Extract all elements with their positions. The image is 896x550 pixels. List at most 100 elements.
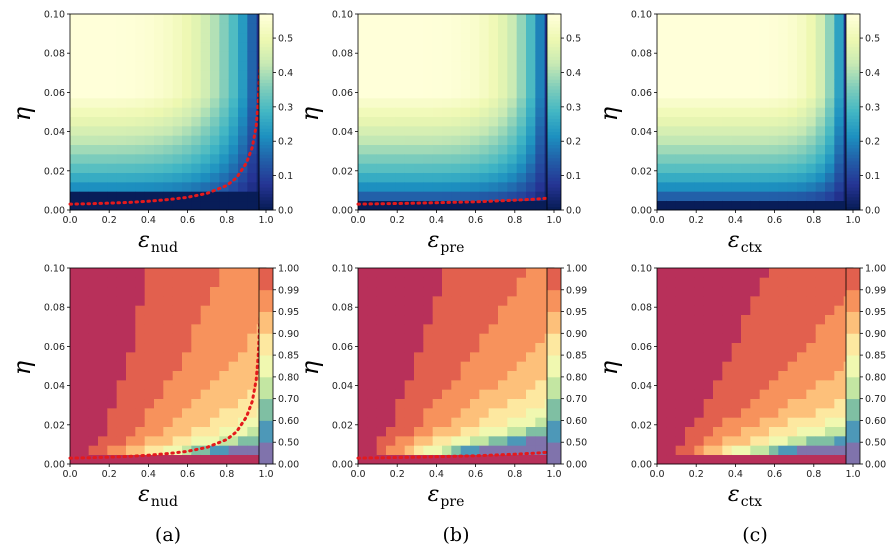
heatmap-cell [126, 88, 136, 99]
heatmap-cell [516, 305, 527, 316]
heatmap-cell [685, 436, 695, 446]
caption-a: (a) [155, 524, 181, 546]
heatmap-cell [825, 436, 835, 446]
heatmap-cell [191, 389, 202, 400]
heatmap-cell [685, 370, 695, 381]
heatmap-cell [163, 286, 174, 297]
heatmap-cell [825, 426, 835, 437]
heatmap-cell [442, 268, 452, 278]
heatmap-cell [367, 60, 378, 71]
heatmap-cell [657, 70, 667, 80]
heatmap-cell [98, 42, 108, 52]
heatmap-cell [460, 42, 471, 52]
heatmap-cell [395, 172, 406, 183]
heatmap-cell [722, 172, 733, 183]
heatmap-cell [507, 42, 518, 52]
heatmap-cell [713, 116, 723, 127]
heatmap-cell [815, 361, 826, 372]
heatmap-cell [386, 88, 396, 99]
heatmap-cell [432, 154, 443, 164]
heatmap-cell [703, 324, 714, 334]
heatmap-cell [731, 23, 742, 34]
heatmap-cell [200, 191, 211, 202]
heatmap-cell [210, 163, 220, 174]
heatmap-cell [806, 200, 817, 211]
colorbar-segment [846, 98, 860, 103]
heatmap-cell [395, 417, 406, 428]
heatmap-cell [70, 126, 80, 136]
heatmap-cell [200, 389, 211, 400]
heatmap-cell [247, 60, 258, 71]
y-tick-label: 0.08 [332, 49, 353, 60]
heatmap-cell [79, 116, 90, 127]
heatmap-cell [228, 268, 239, 278]
heatmap-cell [488, 154, 499, 164]
heatmap-cell [451, 60, 462, 71]
heatmap-cell [386, 32, 396, 43]
heatmap-cell [442, 305, 452, 316]
heatmap-cell [126, 42, 136, 52]
colorbar-segment [547, 180, 561, 185]
heatmap-cell [423, 163, 434, 174]
heatmap-cell [825, 277, 835, 288]
heatmap-cell [238, 445, 248, 456]
heatmap-cell [395, 79, 406, 90]
heatmap-cell [154, 191, 164, 202]
heatmap-cell [769, 191, 779, 202]
heatmap-cell [722, 60, 733, 71]
heatmap-cell [741, 23, 751, 34]
heatmap-cell [657, 154, 667, 164]
heatmap-cell [228, 98, 239, 108]
heatmap-cell [135, 380, 146, 390]
heatmap-cell [423, 436, 434, 446]
heatmap-cell [778, 389, 789, 400]
heatmap-cell [210, 144, 220, 155]
heatmap-cell [825, 126, 835, 136]
heatmap-cell [488, 51, 499, 62]
heatmap-cell [787, 126, 798, 136]
heatmap-cell [98, 361, 108, 372]
heatmap-cell [247, 333, 258, 344]
heatmap-cell [806, 380, 817, 390]
heatmap-cell [834, 14, 845, 24]
heatmap-cell [238, 32, 248, 43]
colorbar-segment [259, 82, 273, 87]
heatmap-cell [154, 107, 164, 118]
heatmap-cell [247, 408, 258, 418]
heatmap-cell [135, 144, 146, 155]
heatmap-cell [769, 426, 779, 437]
heatmap-cell [479, 154, 490, 164]
heatmap-cell [759, 324, 770, 334]
heatmap-cell [806, 352, 817, 362]
heatmap-cell [210, 172, 220, 183]
heatmap-cell [507, 88, 518, 99]
heatmap-cell [825, 14, 835, 24]
heatmap-cell [526, 154, 536, 164]
heatmap-cell [526, 277, 536, 288]
heatmap-cell [116, 172, 127, 183]
heatmap-cell [228, 107, 239, 118]
heatmap-cell [116, 370, 127, 381]
heatmap-cell [79, 305, 90, 316]
heatmap-cell [228, 398, 239, 409]
heatmap-cell [442, 324, 452, 334]
heatmap-cell [815, 182, 826, 192]
heatmap-cell [414, 268, 424, 278]
heatmap-cell [460, 51, 471, 62]
heatmap-cell [367, 296, 378, 306]
y-tick-label: 0.04 [44, 127, 65, 138]
heatmap-cell [759, 286, 770, 297]
heatmap-cell [414, 314, 424, 325]
colorbar-segment [846, 376, 860, 400]
heatmap-cell [498, 286, 508, 297]
colorbar-segment [259, 79, 273, 83]
heatmap-cell [516, 191, 527, 202]
heatmap-cell [825, 23, 835, 34]
heatmap-cell [247, 361, 258, 372]
heatmap-cell [376, 70, 387, 80]
heatmap-cell [460, 277, 471, 288]
heatmap-cell [163, 14, 174, 24]
heatmap-cell [451, 417, 462, 428]
heatmap-cell [675, 314, 686, 325]
heatmap-cell [535, 70, 546, 80]
